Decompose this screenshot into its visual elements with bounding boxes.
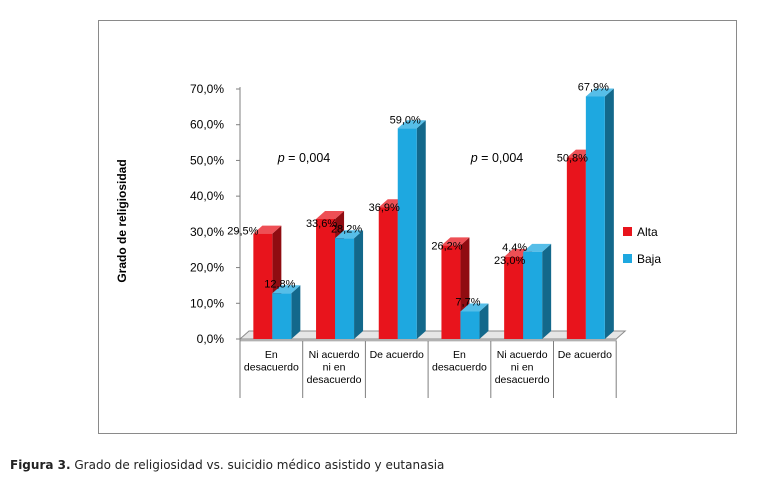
bar-baja [460,311,480,339]
bar-alta [504,256,524,339]
data-label-alta: 33,6% [306,218,337,230]
y-tick-label: 70,0% [190,82,224,96]
annotations: p = 0,004 p = 0,004 [277,151,524,165]
category-label: ni en [511,362,534,374]
category-label: desacuerdo [307,374,362,386]
bar-baja [585,96,605,339]
y-axis-title: Grado de religiosidad [115,159,129,282]
data-label-alta: 50,8% [557,153,588,165]
bar-baja [335,238,355,339]
bar-side-baja [354,230,364,339]
bar-side-baja [604,88,614,339]
bar-alta [378,207,398,339]
y-tick-label: 30,0% [190,225,224,239]
y-tick-label: 10,0% [190,296,224,310]
y-tick-label: 0,0% [197,332,225,346]
legend-label-baja: Baja [637,252,661,266]
bar-side-baja [416,120,426,340]
data-label-baja: 7,7% [455,297,480,309]
legend-swatch-baja [623,254,632,263]
bar-side-baja [542,243,552,339]
bar-alta [566,157,586,339]
bar-side-baja [291,285,301,339]
category-label: desacuerdo [495,374,550,386]
category-label: De acuerdo [558,349,612,361]
data-label-baja: 28,2% [331,223,362,235]
bar-top-baja [272,285,301,294]
bar-alta [316,219,336,339]
y-tick-label: 40,0% [190,189,224,203]
bar-top-baja [523,243,552,252]
data-label-baja: 12,8% [264,278,295,290]
bar-top-alta [441,237,470,246]
bar-side-baja [479,303,489,339]
legend: Alta Baja [623,225,661,266]
floor-edge [239,338,617,342]
data-label-baja: 4,4% [502,242,527,254]
y-tick-label: 20,0% [190,261,224,275]
figure-caption: Figura 3. Grado de religiosidad vs. suic… [10,458,444,472]
data-labels: 29,5% 12,8% 33,6%28,2% 36,9% 59,0% 26,2% 7,7% 2… [227,82,609,309]
category-label: En [265,349,278,361]
bar-baja [397,128,417,339]
bar-top-baja [397,120,426,129]
category-label: desacuerdo [244,362,299,374]
bar-baja [272,293,292,339]
bar-top-baja [335,230,364,239]
category-label: ni en [323,362,346,374]
bar-top-alta [253,225,282,234]
p-value-annotation: p = 0,004 [277,151,331,165]
data-label-baja: 67,9% [578,82,609,94]
category-label: desacuerdo [432,362,487,374]
caption-label: Figura 3. [10,458,71,472]
p-symbol: p [277,151,285,165]
data-label-alta: 29,5% [227,226,258,238]
bar-top-baja [585,88,614,97]
data-label-baja: 59,0% [390,114,421,126]
bar-top-alta [316,211,345,219]
bars [253,88,614,340]
data-label-alta: 26,2% [431,240,462,252]
p-symbol: p [470,151,478,165]
bar-alta [441,245,461,339]
category-label: De acuerdo [370,349,424,361]
bar-alta [253,233,273,339]
y-axis: 0,0% 10,0% 20,0% 30,0% 40,0% 50,0% 60,0% 70,0% [190,82,241,346]
y-tick-label: 50,0% [190,153,224,167]
legend-swatch-alta [623,227,632,236]
y-tick-label: 60,0% [190,118,224,132]
caption-text: Grado de religiosidad vs. suicidio médic… [70,458,445,472]
p-value-text: = 0,004 [478,151,524,165]
category-label: En [453,349,466,361]
p-value-text: = 0,004 [285,151,331,165]
data-label-alta: 36,9% [369,202,400,214]
bar-top-baja [460,303,489,312]
p-value-annotation: p = 0,004 [470,151,524,165]
legend-label-alta: Alta [637,225,658,239]
category-label: Ni acuerdo [497,349,548,361]
bar-baja [523,251,543,339]
data-label-alta: 23,0% [494,255,525,267]
category-label: Ni acuerdo [309,349,360,361]
